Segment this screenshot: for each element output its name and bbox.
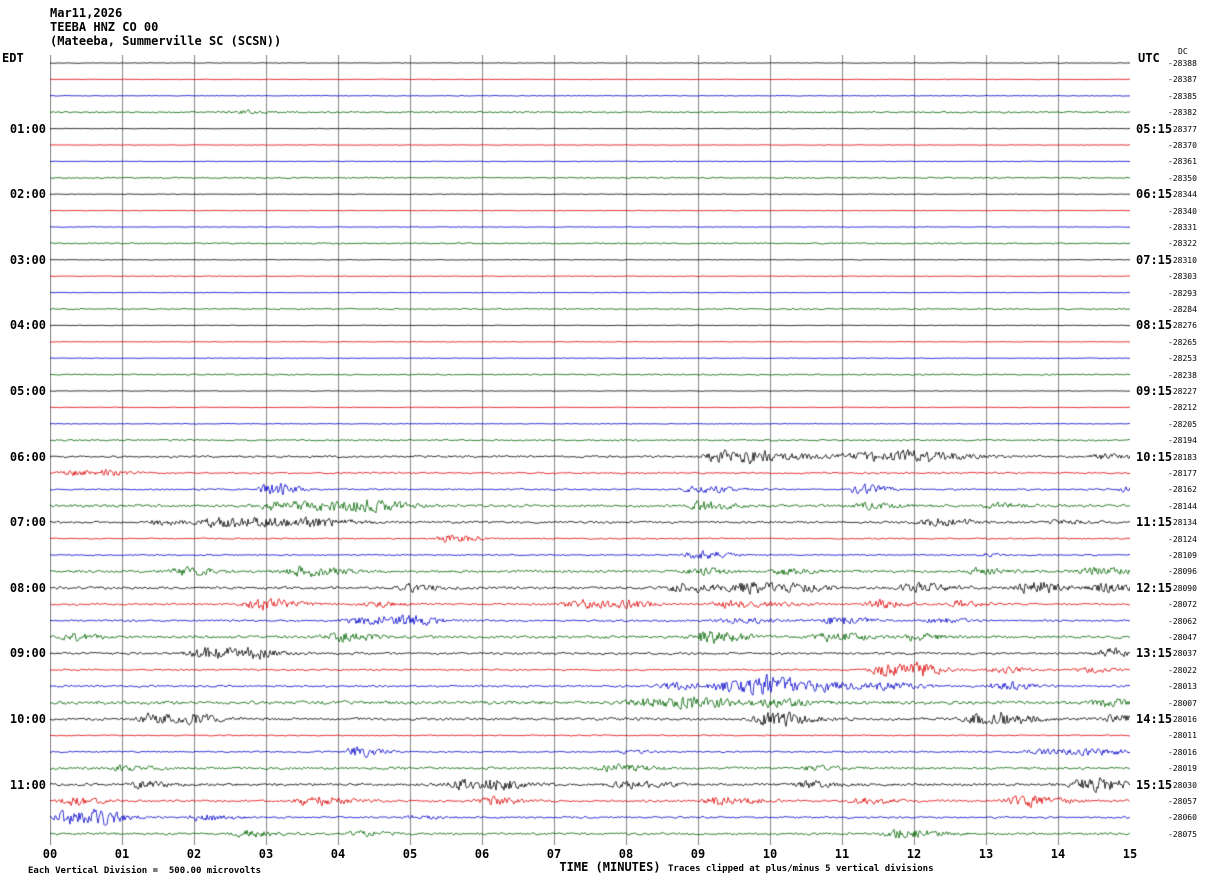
dc-offset-value: -28019 [1168, 764, 1197, 774]
edt-hour-label: 04:00 [9, 318, 46, 333]
dc-offset-value: -28144 [1168, 501, 1197, 511]
dc-offset-value: -28227 [1168, 387, 1197, 396]
x-axis-tick: 10 [762, 847, 778, 861]
dc-offset-value: -28350 [1168, 173, 1197, 183]
dc-offset-value: -28177 [1168, 469, 1197, 478]
dc-offset-value: -28387 [1168, 75, 1197, 85]
x-axis-tick: 03 [258, 847, 274, 861]
dc-offset-value: -28276 [1168, 321, 1197, 331]
dc-offset-value: -28293 [1168, 288, 1197, 298]
dc-offset-value: -28385 [1168, 91, 1197, 101]
utc-hour-label: 11:15 [1136, 515, 1173, 530]
x-axis-tick: 06 [474, 847, 490, 861]
dc-offset-value: -28322 [1168, 239, 1197, 249]
dc-offset-value: -28011 [1168, 731, 1197, 741]
edt-hour-label: 01:00 [9, 121, 46, 136]
x-axis-tick: 04 [330, 847, 346, 861]
x-axis-tick: 05 [402, 847, 418, 861]
dc-offset-value: -28047 [1168, 633, 1197, 642]
footer-scale-note: Each Vertical Division = 500.00 microvol… [28, 866, 261, 876]
x-axis-tick: 01 [114, 847, 130, 861]
utc-hour-label: 13:15 [1136, 646, 1173, 661]
dc-offset-value: -28238 [1168, 370, 1197, 380]
x-axis-tick: 15 [1122, 847, 1138, 861]
dc-offset-value: -28183 [1168, 452, 1197, 462]
dc-offset-value: -28134 [1168, 518, 1197, 528]
dc-offset-value: -28062 [1168, 616, 1197, 626]
dc-offset-value: -28030 [1168, 780, 1197, 790]
dc-offset-value: -28016 [1168, 747, 1197, 757]
dc-offset-value: -28060 [1168, 813, 1197, 823]
title-date: Mar11,2026 [50, 6, 123, 20]
edt-hour-label: 02:00 [9, 187, 46, 202]
utc-hour-label: 15:15 [1136, 777, 1173, 792]
x-axis-tick: 02 [186, 847, 202, 861]
dc-offset-value: -28253 [1168, 354, 1197, 364]
dc-offset-value: -28124 [1168, 534, 1197, 544]
utc-hour-label: 07:15 [1136, 252, 1173, 267]
dc-offset-value: -28194 [1168, 436, 1197, 446]
edt-hour-label: 11:00 [9, 777, 46, 792]
x-axis-tick: 08 [618, 847, 634, 861]
dc-offset-value: -28377 [1168, 124, 1197, 134]
dc-offset-value: -28109 [1168, 551, 1197, 560]
dc-offset-value: -28013 [1168, 682, 1197, 692]
x-axis-tick: 14 [1050, 847, 1066, 861]
edt-hour-label: 05:00 [9, 384, 46, 398]
x-axis-tick: 13 [978, 847, 994, 861]
x-axis-tick: 11 [834, 847, 850, 861]
edt-hour-label: 09:00 [9, 646, 46, 661]
dc-offset-value: -28331 [1168, 223, 1197, 232]
title-location: (Mateeba, Summerville SC (SCSN)) [50, 34, 282, 48]
dc-offset-value: -28022 [1168, 665, 1197, 675]
left-axis-label-edt: EDT [2, 51, 24, 65]
edt-hour-label: 06:00 [9, 449, 46, 464]
x-axis-tick: 07 [546, 847, 562, 861]
utc-hour-label: 10:15 [1136, 449, 1173, 464]
edt-hour-label: 03:00 [9, 252, 46, 267]
utc-hour-label: 05:15 [1136, 121, 1173, 136]
dc-offset-value: -28340 [1168, 206, 1197, 216]
dc-offset-value: -28075 [1168, 829, 1197, 839]
x-axis-tick: 09 [690, 847, 706, 861]
seismogram-canvas [50, 55, 1130, 845]
edt-hour-label: 08:00 [9, 580, 46, 595]
title-station: TEEBA HNZ CO 00 [50, 20, 159, 34]
dc-offset-value: -28370 [1168, 141, 1197, 150]
footer-clip-note: Traces clipped at plus/minus 5 vertical … [668, 864, 934, 874]
dc-offset-value: -28037 [1168, 649, 1197, 659]
dc-offset-column-label: DC [1178, 47, 1188, 56]
dc-offset-value: -28310 [1168, 255, 1197, 265]
dc-offset-value: -28162 [1168, 485, 1197, 495]
x-axis-tick: 12 [906, 847, 922, 861]
edt-hour-label: 07:00 [9, 515, 46, 530]
x-axis-tick: 00 [42, 847, 58, 861]
dc-offset-value: -28284 [1168, 305, 1197, 314]
dc-offset-value: -28303 [1168, 272, 1197, 282]
dc-offset-value: -28344 [1168, 190, 1197, 200]
utc-hour-label: 06:15 [1136, 187, 1173, 202]
dc-offset-value: -28361 [1168, 157, 1197, 167]
dc-offset-value: -28072 [1168, 600, 1197, 610]
dc-offset-value: -28096 [1168, 567, 1197, 577]
dc-offset-value: -28205 [1168, 419, 1197, 429]
dc-offset-value: -28212 [1168, 403, 1197, 413]
utc-hour-label: 09:15 [1136, 384, 1173, 398]
x-axis-title: TIME (MINUTES) [559, 860, 661, 874]
dc-offset-value: -28016 [1168, 715, 1197, 724]
edt-hour-label: 10:00 [9, 712, 46, 726]
dc-offset-value: -28382 [1168, 108, 1197, 118]
dc-offset-value: -28388 [1168, 59, 1197, 68]
dc-offset-value: -28265 [1168, 337, 1197, 347]
dc-offset-value: -28057 [1168, 797, 1197, 806]
utc-hour-label: 14:15 [1136, 712, 1173, 726]
dc-offset-value: -28090 [1168, 583, 1197, 593]
dc-offset-value: -28007 [1168, 698, 1197, 708]
right-axis-label-utc: UTC [1138, 51, 1160, 65]
utc-hour-label: 08:15 [1136, 318, 1173, 333]
utc-hour-label: 12:15 [1136, 580, 1173, 595]
